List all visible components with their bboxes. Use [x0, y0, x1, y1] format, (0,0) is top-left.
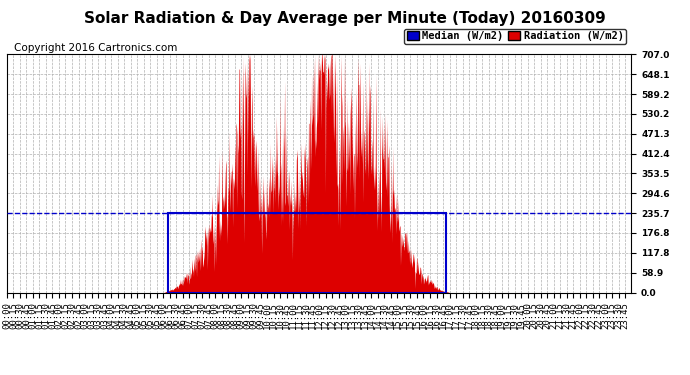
- Bar: [168, 213, 446, 292]
- Text: Solar Radiation & Day Average per Minute (Today) 20160309: Solar Radiation & Day Average per Minute…: [84, 11, 606, 26]
- Legend: Median (W/m2), Radiation (W/m2): Median (W/m2), Radiation (W/m2): [404, 28, 626, 44]
- Text: Copyright 2016 Cartronics.com: Copyright 2016 Cartronics.com: [14, 43, 177, 53]
